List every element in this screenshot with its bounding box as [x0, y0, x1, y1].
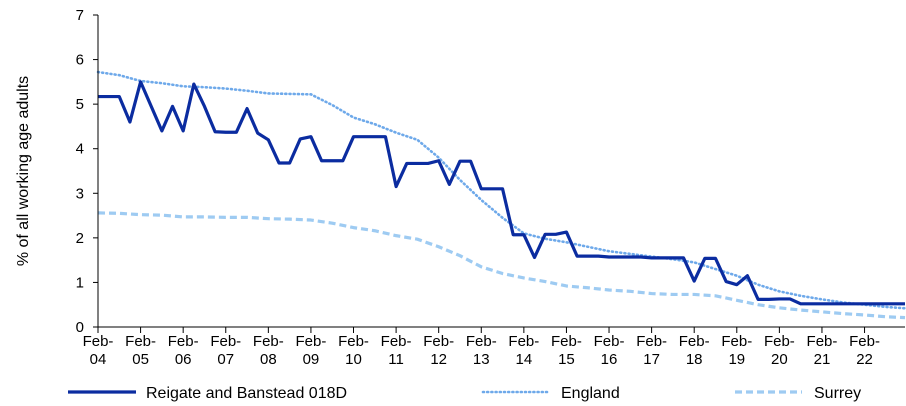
legend: Reigate and Banstead 018D England Surrey: [68, 385, 861, 402]
legend-label: Surrey: [814, 385, 861, 402]
legend-item: Surrey: [735, 385, 861, 402]
y-tick-label: 3: [76, 185, 84, 202]
y-tick-label: 7: [76, 7, 84, 24]
y-axis-title: % of all working age adults: [15, 76, 32, 266]
x-tick-label: Feb-08: [253, 333, 284, 368]
x-tick-label: Feb-05: [125, 333, 156, 368]
series-line-surrey: [97, 211, 906, 320]
y-tick-label: 6: [76, 52, 84, 69]
legend-label: Reigate and Banstead 018D: [146, 385, 347, 402]
x-tick-label: Feb-10: [338, 333, 369, 368]
series-line-england: [96, 70, 906, 310]
x-tick-label: Feb-07: [210, 333, 241, 368]
x-tick-label: Feb-17: [636, 333, 667, 368]
legend-item: England: [481, 385, 620, 402]
legend-label: England: [561, 385, 620, 402]
x-tick-label: Feb-09: [296, 333, 327, 368]
series-line-reigate-and-banstead-018d: [98, 80, 905, 306]
x-tick-label: Feb-12: [423, 333, 454, 368]
x-tick-label: Feb-16: [594, 333, 625, 368]
x-tick-label: Feb-19: [721, 333, 752, 368]
x-tick-label: Feb-22: [849, 333, 880, 368]
x-tick-label: Feb-14: [508, 333, 539, 368]
x-tick-label: Feb-18: [679, 333, 710, 368]
x-tick-label: Feb-13: [466, 333, 497, 368]
y-tick-label: 0: [76, 319, 84, 336]
y-tick-label: 5: [76, 96, 84, 113]
plot-area: [96, 70, 906, 320]
x-tick-label: Feb-20: [764, 333, 795, 368]
x-tick-label: Feb-06: [168, 333, 199, 368]
x-tick-label: Feb-11: [381, 333, 412, 368]
x-tick-label: Feb-21: [807, 333, 838, 368]
legend-item: Reigate and Banstead 018D: [68, 385, 347, 402]
x-tick-label: Feb-04: [83, 333, 114, 368]
axes: 0 1 2 3 4 5 6 7 Feb-04 Feb-05 Feb-06 Feb-07 Feb-08 Fe…: [76, 7, 905, 368]
x-tick-label: Feb-15: [551, 333, 582, 368]
y-tick-label: 4: [76, 141, 84, 158]
y-tick-label: 1: [76, 274, 84, 291]
y-tick-label: 2: [76, 230, 84, 247]
